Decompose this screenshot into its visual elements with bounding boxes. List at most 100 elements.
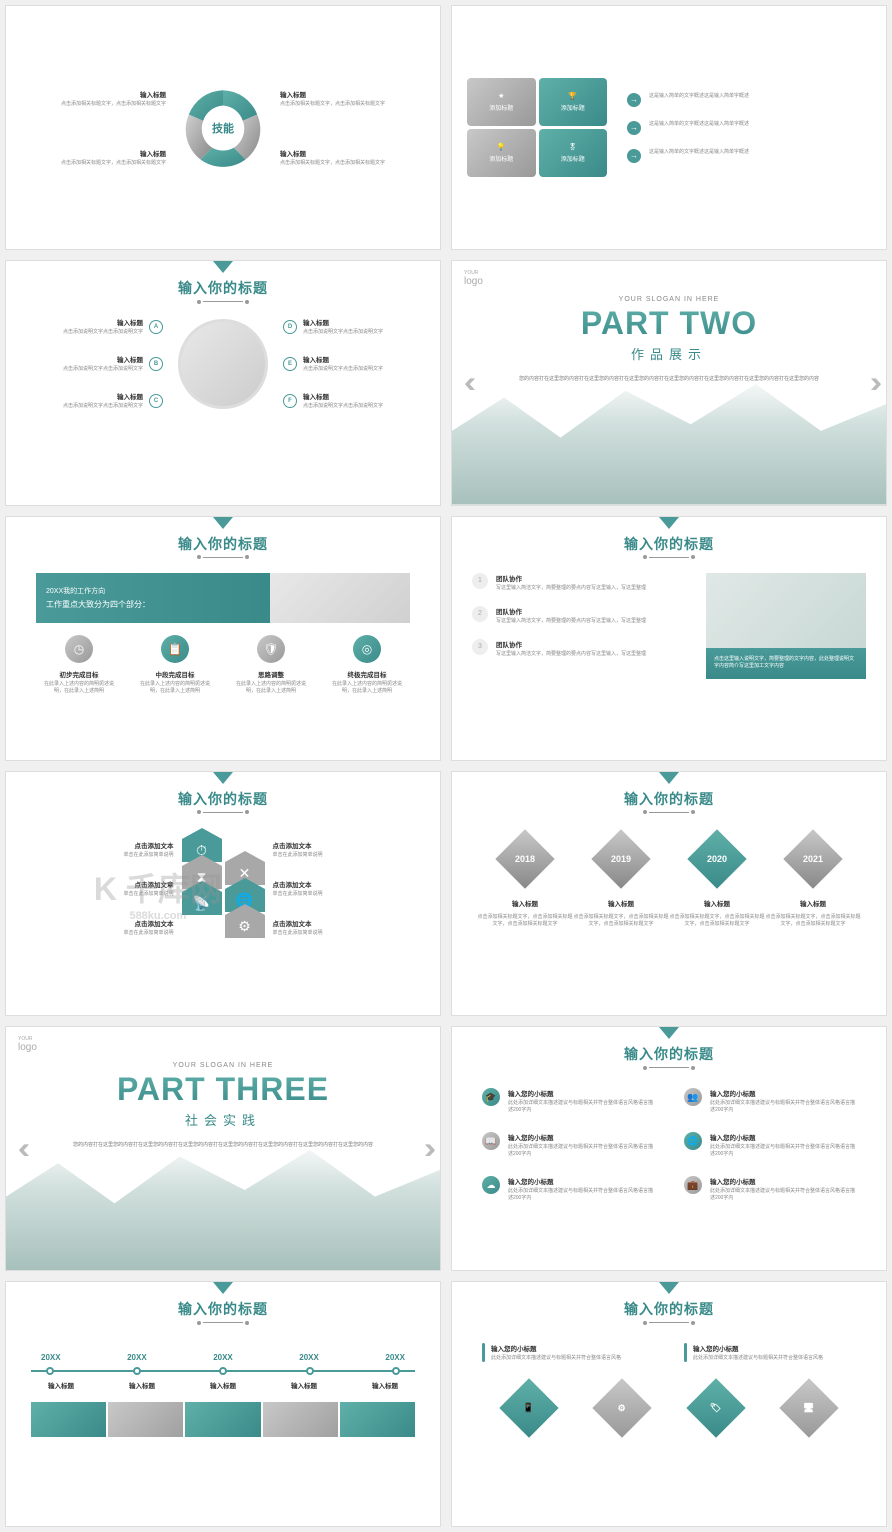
col-desc: 在此录入上述内容的简明扼述说明，在此录入上述简明 <box>140 681 210 695</box>
num-1: 1 <box>472 573 488 589</box>
trophy-icon: 🏆 <box>568 92 577 100</box>
item-desc: 此处添加详细文本描述建议与标题相关并符合整体语言风格 <box>693 1355 823 1362</box>
item-desc: 单击在此添加简单说明 <box>21 930 174 937</box>
cloud-icon: ☁ <box>482 1176 500 1194</box>
hex-dish-icon: 📡 <box>182 892 222 915</box>
part-subtitle: 社会实践 <box>6 1110 440 1129</box>
item-title: 输入您的小标题 <box>710 1176 856 1186</box>
col-desc: 在此录入上述内容的简明扼述说明，在此录入上述简明 <box>236 681 306 695</box>
globe-icon: 🌐 <box>684 1132 702 1150</box>
item-title: 团队协作 <box>496 639 646 649</box>
letter-c: C <box>149 394 163 408</box>
box-3: 💡添加标题 <box>467 129 536 177</box>
item-title: 输入标题 <box>573 898 669 908</box>
item-desc: 此处添加详细文本描述建议与标题相关并符合整体语言风格语言描述200字内 <box>710 1188 856 1202</box>
arrow-icon: → <box>627 93 641 107</box>
slide-title: 输入你的标题 <box>6 278 440 298</box>
diamond-2019: 2019 <box>591 829 650 888</box>
slide-12: 输入你的标题 输入您的小标题此处添加详细文本描述建议与标题相关并符合整体语言风格… <box>451 1281 887 1526</box>
item-title: 输入标题 <box>303 391 383 401</box>
item-title: 点击添加文章 <box>21 879 174 889</box>
col-title: 思路调整 <box>236 669 306 679</box>
year: 20XX <box>127 1353 147 1362</box>
item-desc: 写这里输入简洁文字，简要整理的要点内容写这里输入，写这里整理 <box>496 585 646 592</box>
item-desc: 点击添加相关标题文字，点击添加相关标题文字，点击添加相关标题文字 <box>669 914 765 928</box>
star-icon: ★ <box>498 92 504 100</box>
item-desc: 单击在此添加简单说明 <box>21 891 174 898</box>
hex-gear-icon: ⚙ <box>225 915 265 938</box>
item-title: 输入标题 <box>765 898 861 908</box>
year: 20XX <box>213 1353 233 1362</box>
item-title: 输入标题 <box>112 1380 172 1390</box>
item-desc: 点击添加说明文字点击添加说明文字 <box>63 366 143 373</box>
item-desc: 点击添加说明文字点击添加说明文字 <box>63 403 143 410</box>
slogan: YOUR SLOGAN IN HERE <box>452 296 886 303</box>
item-title: 输入标题 <box>355 1380 415 1390</box>
item-desc: 点击添加说明文字点击添加说明文字 <box>303 403 383 410</box>
item-desc: 写这里输入简洁文字，简要整理的要点内容写这里输入，写这里整理 <box>496 651 646 658</box>
letter-f: F <box>283 394 297 408</box>
item-desc: 点击添加说明文字点击添加说明文字 <box>63 329 143 336</box>
item-desc: 此处添加详细文本描述建议与标题相关并符合整体语言风格语言描述200字内 <box>508 1188 654 1202</box>
item-desc: 单击在此添加简单说明 <box>273 930 426 937</box>
item-title: 输入标题 <box>31 1380 91 1390</box>
slide-1: 输入标题 点击添加相关标题文字，点击添加相关标题文字 输入标题 点击添加相关标题… <box>5 5 441 250</box>
item-title: 输入标题 <box>274 1380 334 1390</box>
item-desc: 单击在此添加简单说明 <box>21 852 174 859</box>
item-desc: 点击添加相关标题文字，点击添加相关标题文字 <box>280 160 420 167</box>
item-desc: 点击添加相关标题文字，点击添加相关标题文字，点击添加相关标题文字 <box>765 914 861 928</box>
item-title: 点击添加文本 <box>273 918 426 928</box>
logo: YOURlogo <box>464 269 483 287</box>
slogan: YOUR SLOGAN IN HERE <box>6 1062 440 1069</box>
item-desc: 点击添加相关标题文字，点击添加相关标题文字 <box>26 101 166 108</box>
desc: 这是输入简单的文字概述这是输入简单字概述 <box>649 93 749 100</box>
item-desc: 此处添加详细文本描述建议与标题相关并符合整体语言风格 <box>491 1355 621 1362</box>
diamond-2021: 2021 <box>783 829 842 888</box>
item-title: 团队协作 <box>496 573 646 583</box>
item-title: 输入标题 <box>477 898 573 908</box>
slide-title: 输入你的标题 <box>6 534 440 554</box>
diamond-2020: 2020 <box>687 829 746 888</box>
clock-icon: ◷ <box>65 635 93 663</box>
slide-title: 输入你的标题 <box>6 1299 440 1319</box>
slide-11: 输入你的标题 20XX 20XX 20XX 20XX 20XX 输入标题 输入标… <box>5 1281 441 1526</box>
col-desc: 在此录入上述内容的简明扼述说明，在此录入上述简明 <box>44 681 114 695</box>
arrow-icon: → <box>627 149 641 163</box>
item-title: 输入标题 <box>63 354 143 364</box>
center-label: 技能 <box>178 83 268 173</box>
num-3: 3 <box>472 639 488 655</box>
slide-title: 输入你的标题 <box>452 1299 886 1319</box>
item-title: 输入您的小标题 <box>710 1088 856 1098</box>
item-desc: 此处添加详细文本描述建议与标题相关并符合整体语言风格语言描述200字内 <box>508 1144 654 1158</box>
slide-4: YOURlogo ‹‹ ›› YOUR SLOGAN IN HERE PART … <box>451 260 887 505</box>
diamond-monitor-icon: 🖥 <box>780 1379 839 1438</box>
item-desc: 此处添加详细文本描述建议与标题相关并符合整体语言风格语言描述200字内 <box>508 1100 654 1114</box>
item-desc: 点击添加说明文字点击添加说明文字 <box>303 366 383 373</box>
chevron-left-icon: ‹‹ <box>464 366 468 400</box>
caption: 点击这里输入说明文字，简要整理的文字内容，此处整理说明文字内容简介写这里加工文字… <box>706 648 866 679</box>
item-title: 输入您的小标题 <box>508 1132 654 1142</box>
item-desc: 单击在此添加简单说明 <box>273 891 426 898</box>
item-desc: 点击添加相关标题文字，点击添加相关标题文字 <box>280 101 420 108</box>
slide-5: 输入你的标题 20XX我的工作方向 工作重点大致分为四个部分： ◷初步完成目标在… <box>5 516 441 761</box>
slide-title: 输入你的标题 <box>452 789 886 809</box>
item-desc: 点击添加相关标题文字，点击添加相关标题文字 <box>26 160 166 167</box>
year: 20XX <box>299 1353 319 1362</box>
item-title: 输入标题 <box>26 89 166 99</box>
slide-3: 输入你的标题 输入标题点击添加说明文字点击添加说明文字A 输入标题点击添加说明文… <box>5 260 441 505</box>
item-desc: 此处添加详细文本描述建议与标题相关并符合整体语言风格语言描述200字内 <box>710 1100 856 1114</box>
part-title: PART THREE <box>6 1071 440 1108</box>
letter-a: A <box>149 320 163 334</box>
item-title: 团队协作 <box>496 606 646 616</box>
doc-icon: 📋 <box>161 635 189 663</box>
item-title: 输入标题 <box>280 148 420 158</box>
col-desc: 在此录入上述内容的简明扼述说明，在此录入上述简明 <box>332 681 402 695</box>
banner-image <box>270 573 410 623</box>
item-desc: 此处添加详细文本描述建议与标题相关并符合整体语言风格语言描述200字内 <box>710 1144 856 1158</box>
item-title: 输入您的小标题 <box>693 1343 823 1353</box>
box-4: 🎖添加标题 <box>539 129 608 177</box>
slide-7: 输入你的标题 点击添加文本单击在此添加简单说明 点击添加文章单击在此添加简单说明… <box>5 771 441 1016</box>
laptop-image <box>706 573 866 648</box>
item-title: 输入标题 <box>303 354 383 364</box>
col-title: 初步完成目标 <box>44 669 114 679</box>
